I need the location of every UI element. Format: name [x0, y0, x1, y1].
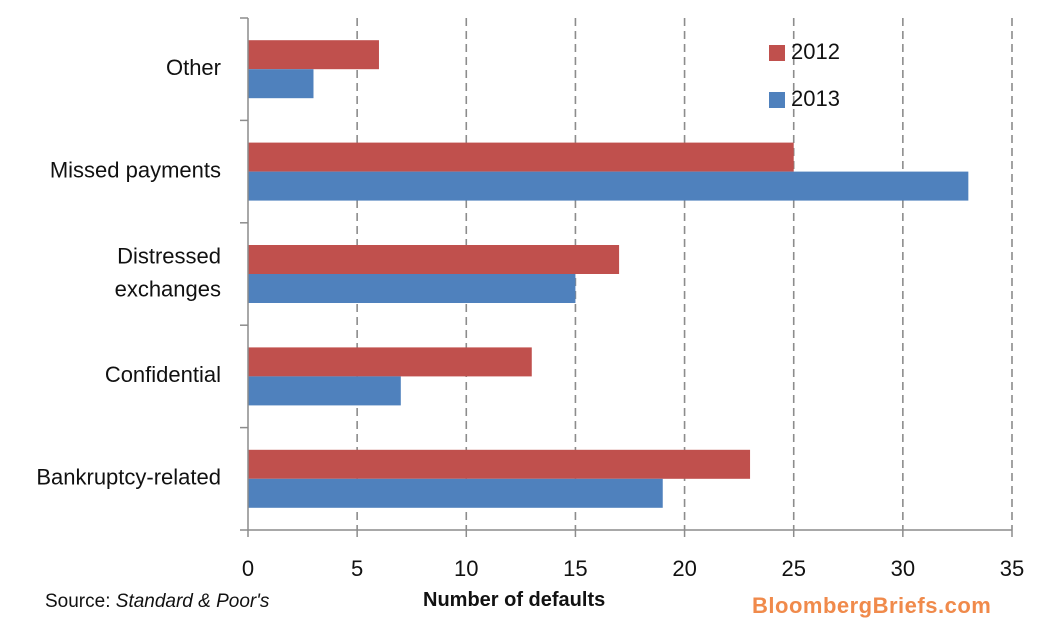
- legend-label-2012: 2012: [791, 39, 840, 64]
- x-tick-label-5: 5: [351, 556, 363, 581]
- legend-label-2013: 2013: [791, 86, 840, 111]
- x-tick-label-20: 20: [672, 556, 696, 581]
- source-name: Standard & Poor's: [115, 591, 270, 612]
- category-labels: Other Missed payments Distressed exchanges C…: [36, 55, 221, 490]
- bar-2013-0: [248, 69, 314, 99]
- source-prefix: Source:: [45, 591, 116, 612]
- gridlines: [356, 18, 1013, 530]
- bar-2012-4: [248, 449, 751, 479]
- x-tick-label-10: 10: [454, 556, 478, 581]
- x-tick-label-25: 25: [781, 556, 805, 581]
- bars: [248, 40, 969, 508]
- category-label-0: Other: [166, 55, 221, 80]
- axes: [240, 17, 1013, 537]
- category-label-3: Confidential: [105, 362, 221, 387]
- source-note: Source: Standard & Poor's: [45, 591, 269, 613]
- x-axis-title: Number of defaults: [423, 589, 606, 611]
- x-tick-labels: 0 5 10 15 20 25 30 35: [242, 556, 1024, 581]
- bar-2012-0: [248, 40, 379, 70]
- bar-2013-1: [248, 171, 969, 201]
- legend-swatch-2012: [769, 45, 785, 61]
- x-tick-label-15: 15: [563, 556, 587, 581]
- category-label-4: Bankruptcy-related: [36, 465, 221, 490]
- bar-2012-1: [248, 142, 794, 172]
- category-label-2-line-1: exchanges: [115, 276, 221, 301]
- x-tick-label-30: 30: [891, 556, 915, 581]
- legend-swatch-2013: [769, 92, 785, 108]
- x-tick-label-0: 0: [242, 556, 254, 581]
- category-label-2-line-0: Distressed: [117, 243, 221, 268]
- x-tick-label-35: 35: [1000, 556, 1024, 581]
- bar-2012-2: [248, 245, 620, 274]
- legend: 2012 2013: [769, 39, 840, 111]
- bar-2013-2: [248, 274, 576, 303]
- brand-logo: BloombergBriefs.com: [752, 593, 992, 618]
- category-label-1: Missed payments: [50, 157, 221, 182]
- bar-2013-3: [248, 376, 401, 406]
- bar-2013-4: [248, 478, 663, 508]
- bar-2012-3: [248, 347, 532, 377]
